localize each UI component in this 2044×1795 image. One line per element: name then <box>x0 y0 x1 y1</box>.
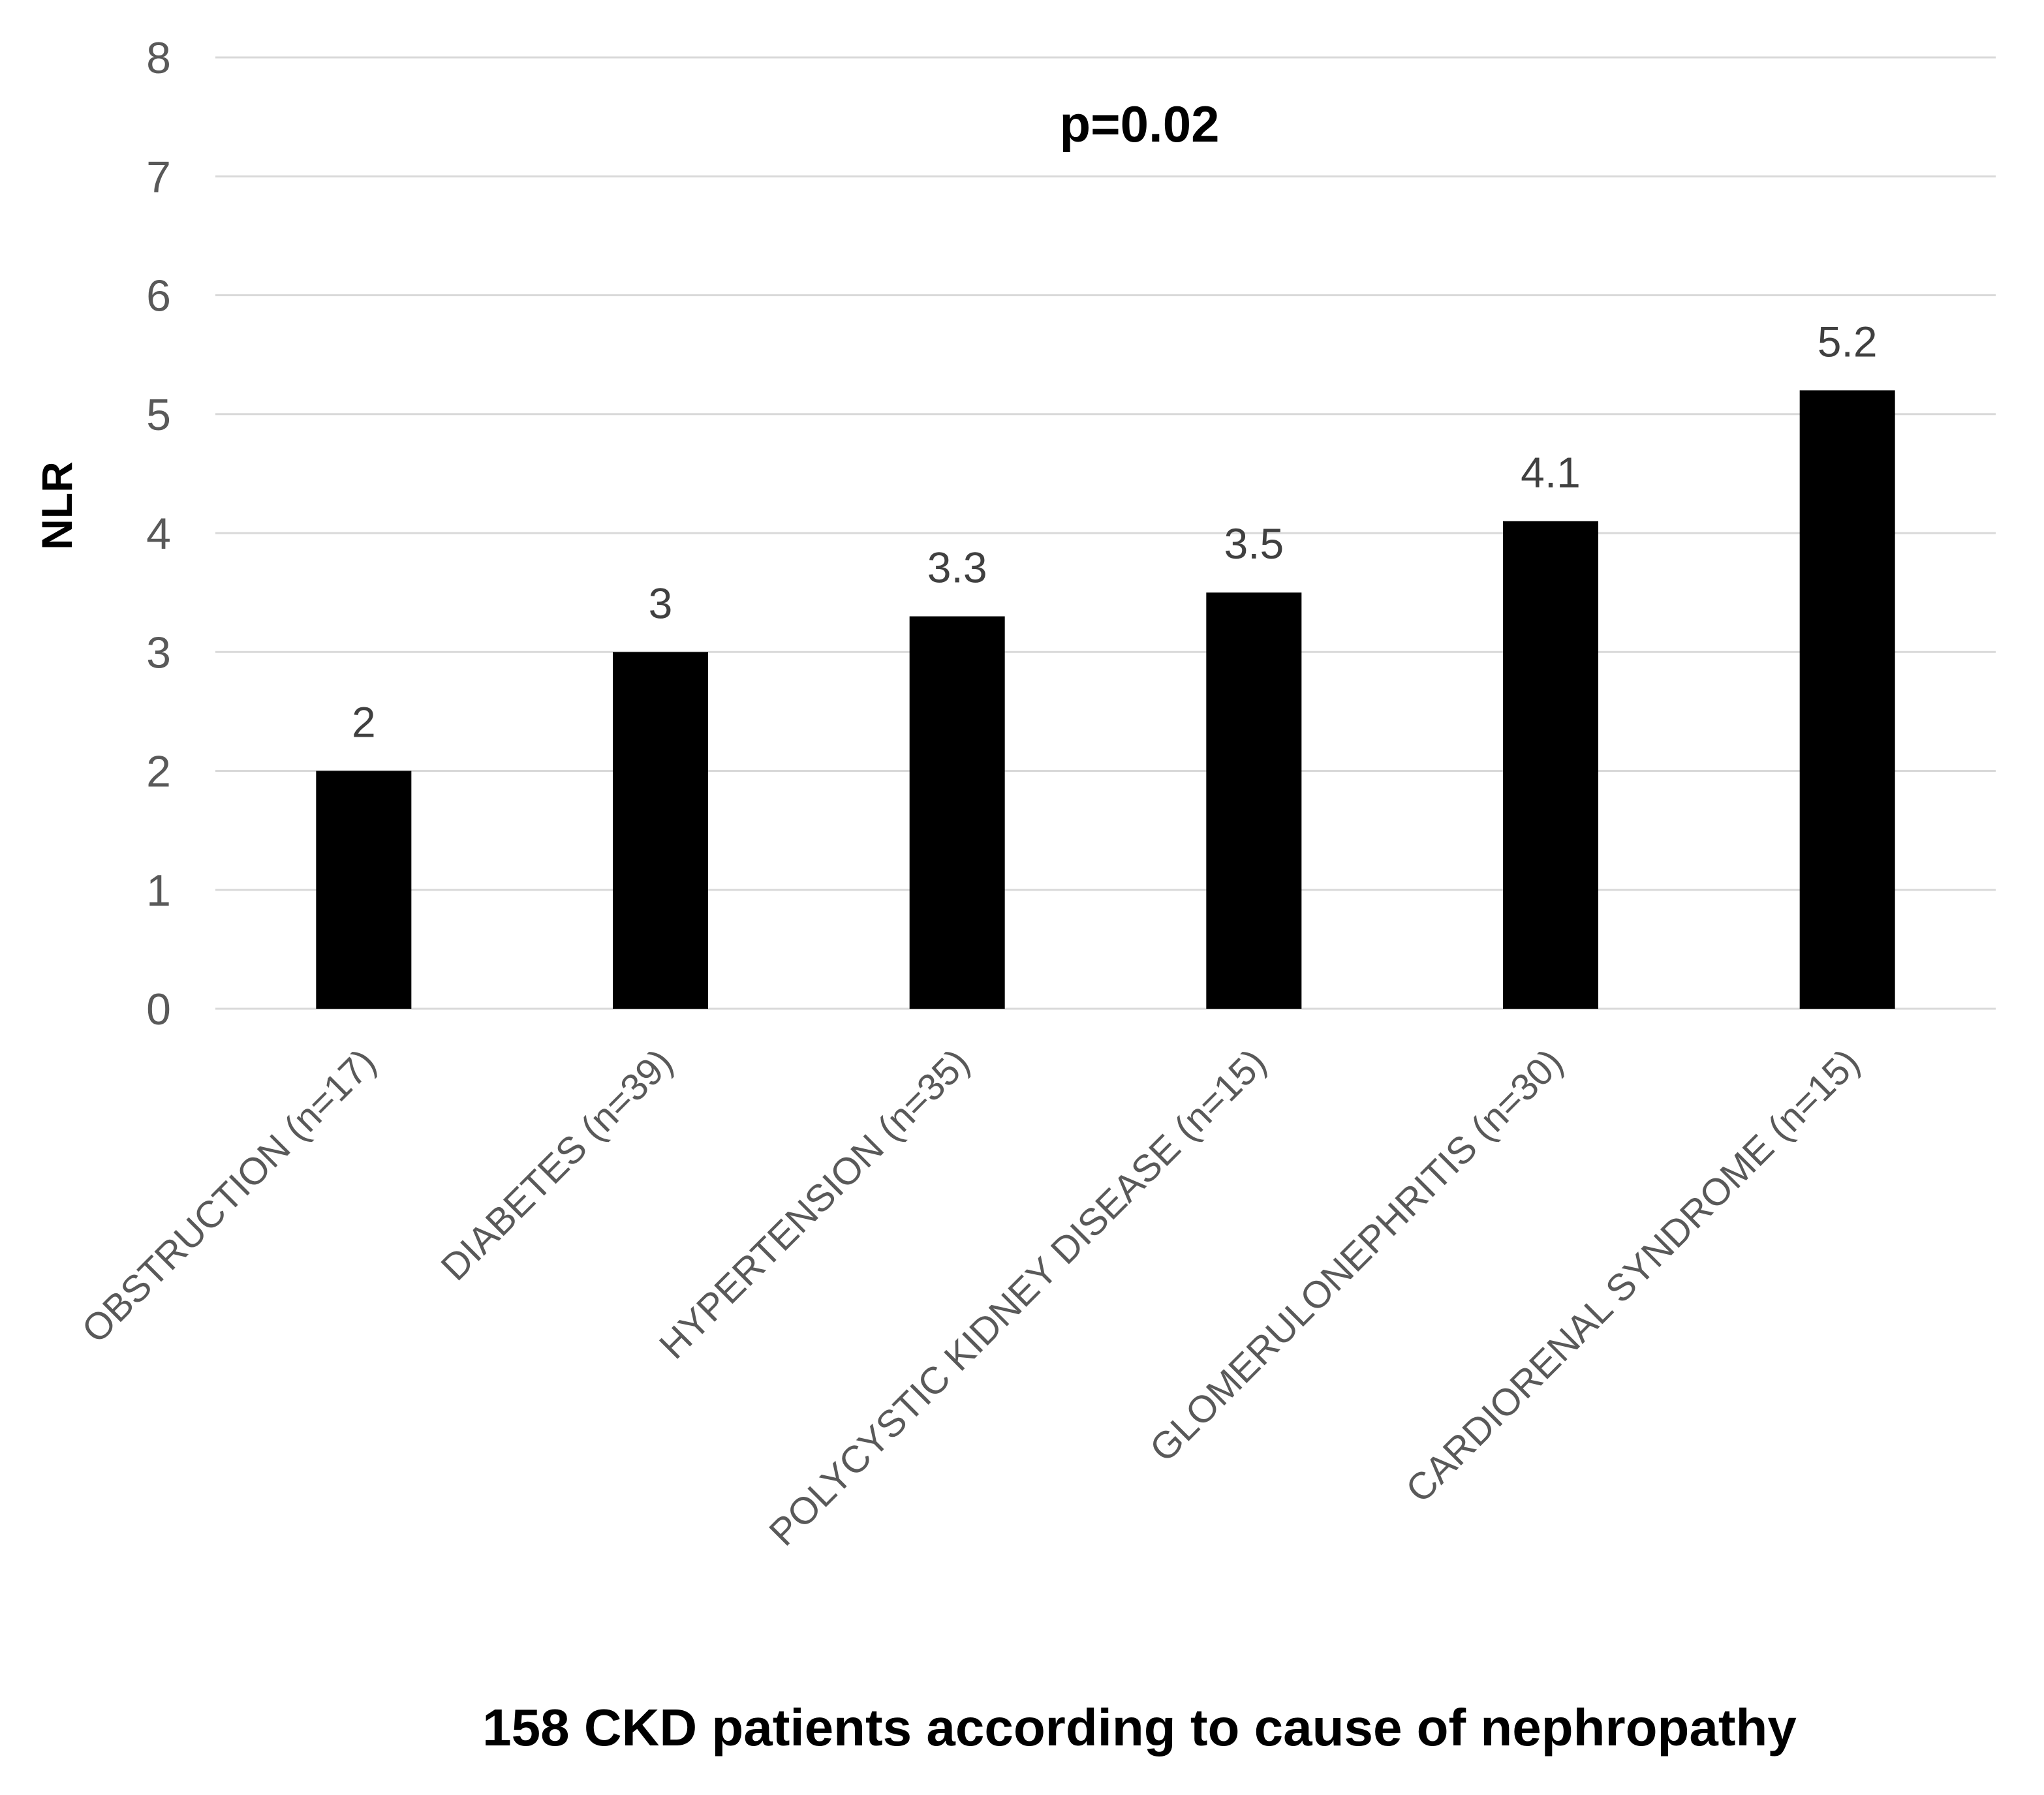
x-category-label: POLYCYSTIC KIDNEY DISEASE (n=15) <box>761 1041 1274 1554</box>
grid-lines <box>215 56 1996 1010</box>
bar-3 <box>1206 592 1302 1009</box>
y-tick-label: 7 <box>146 152 171 202</box>
x-category-label: DIABETES (n=39) <box>433 1041 681 1289</box>
data-label: 2 <box>352 698 376 746</box>
x-category-label: HYPERTENSION (n=35) <box>651 1041 978 1367</box>
y-tick-label: 1 <box>146 866 171 915</box>
x-axis-categories: OBSTRUCTION (n=17) DIABETES (n=39)HYPERTE… <box>74 1041 1868 1554</box>
y-axis-ticks: 0 1 2 3 4 5 6 7 8 <box>146 33 171 1034</box>
y-tick-label: 8 <box>146 33 171 83</box>
x-category-label: CARDIORENAL SYNDROME (n=15) <box>1398 1041 1868 1511</box>
y-tick-label: 4 <box>146 509 171 559</box>
x-axis-label: 158 CKD patients according to cause of n… <box>482 1698 1797 1757</box>
x-category-label: OBSTRUCTION (n=17) <box>74 1041 384 1351</box>
bar-4 <box>1503 521 1598 1009</box>
data-label: 3 <box>649 579 673 627</box>
bar-0 <box>316 771 412 1009</box>
data-label: 4.1 <box>1521 448 1581 497</box>
bar-2 <box>909 616 1005 1009</box>
data-labels: 2 3 3.3 3.5 4.1 5.2 <box>352 317 1878 746</box>
bar-1 <box>613 652 708 1009</box>
y-tick-label: 2 <box>146 747 171 797</box>
data-label: 3.3 <box>927 544 987 592</box>
y-tick-label: 3 <box>146 628 171 677</box>
bar-5 <box>1799 390 1895 1009</box>
y-tick-label: 0 <box>146 985 171 1034</box>
data-label: 3.5 <box>1224 519 1284 568</box>
y-tick-label: 5 <box>146 390 171 440</box>
y-axis-label: NLR <box>33 461 81 550</box>
bars <box>316 390 1895 1009</box>
p-value-annotation: p=0.02 <box>1059 95 1219 153</box>
data-label: 5.2 <box>1818 317 1878 365</box>
y-tick-label: 6 <box>146 271 171 321</box>
